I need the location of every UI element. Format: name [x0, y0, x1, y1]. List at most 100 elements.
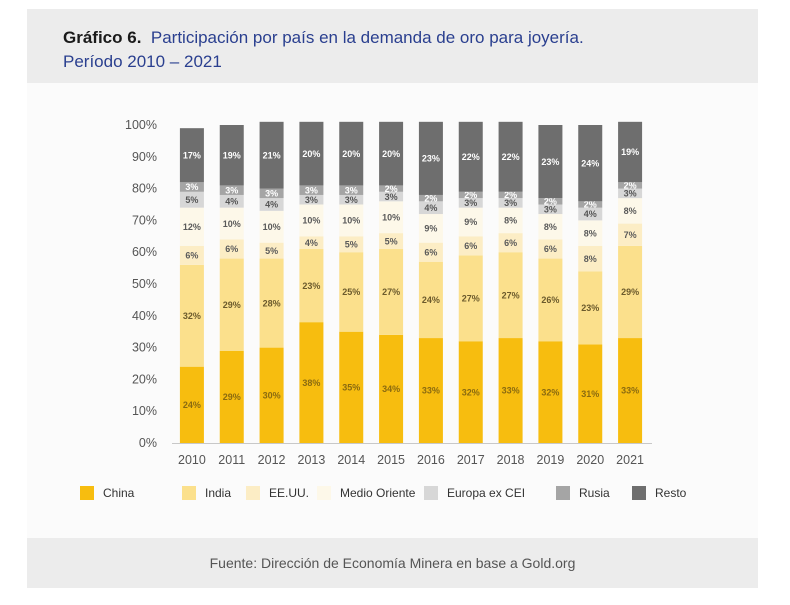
data-label: 32% [462, 387, 480, 397]
data-label: 8% [584, 228, 597, 238]
bar-segment-rusia [259, 188, 284, 199]
bar-segment-europa-ex-cei [219, 194, 244, 208]
bar-segment-rusia [339, 185, 364, 195]
bar-segment-resto [379, 121, 404, 186]
data-label: 6% [225, 244, 238, 254]
y-tick-label: 60% [132, 245, 157, 259]
legend-label: EE.UU. [269, 486, 310, 500]
bar-segment-china [219, 350, 244, 443]
data-label: 2% [504, 190, 517, 200]
bar-segment-china [339, 331, 364, 443]
legend-item: China [80, 486, 134, 500]
x-tick-label: 2012 [258, 453, 286, 467]
data-label: 8% [624, 206, 637, 216]
legend-swatch [424, 486, 438, 500]
bar-segment-china [498, 338, 523, 443]
bar-segment-ee-uu- [379, 233, 404, 250]
bar-segment-resto [299, 121, 324, 186]
data-label: 20% [342, 149, 360, 159]
bar-segment-china [458, 341, 483, 443]
data-label: 3% [185, 182, 198, 192]
data-label: 3% [544, 204, 557, 214]
data-label: 3% [345, 195, 358, 205]
bar-segment-india [538, 258, 563, 342]
data-label: 22% [462, 152, 480, 162]
data-label: 10% [382, 212, 400, 222]
legend-swatch [556, 486, 570, 500]
legend-swatch [632, 486, 646, 500]
legend-label: Medio Oriente [340, 486, 416, 500]
data-label: 2% [584, 200, 597, 210]
y-tick-label: 10% [132, 404, 157, 418]
bar-segment-china [418, 338, 443, 443]
bar-segment-ee-uu- [339, 236, 364, 253]
legend-label: China [103, 486, 135, 500]
legend-label: Rusia [579, 486, 610, 500]
data-label: 4% [265, 200, 278, 210]
legend-label: Europa ex CEI [447, 486, 526, 500]
data-label: 19% [223, 150, 241, 160]
bar-segment-europa-ex-cei [379, 191, 404, 202]
legend-item: EE.UU. [246, 486, 309, 500]
data-label: 19% [621, 147, 639, 157]
data-label: 3% [225, 185, 238, 195]
chart-title-number: Gráfico 6. [63, 28, 142, 47]
data-label: 8% [544, 222, 557, 232]
bar-segment-india [219, 258, 244, 351]
bar-segment-medio-oriente [339, 204, 364, 237]
bar-segment-china [538, 341, 563, 443]
bar-segment-ee-uu- [538, 239, 563, 259]
data-label: 6% [464, 241, 477, 251]
data-label: 22% [502, 152, 520, 162]
bar-segment-rusia [179, 182, 204, 192]
data-label: 31% [581, 389, 599, 399]
bar-segment-europa-ex-cei [498, 198, 523, 208]
data-label: 23% [581, 303, 599, 313]
x-tick-label: 2010 [178, 453, 206, 467]
bar-segment-china [299, 322, 324, 443]
source-note: Fuente: Dirección de Economía Minera en … [209, 555, 576, 571]
bar-segment-rusia [578, 201, 603, 208]
data-label: 3% [345, 185, 358, 195]
data-label: 29% [621, 287, 639, 297]
bar-segment-ee-uu- [179, 245, 204, 265]
y-tick-label: 50% [132, 277, 157, 291]
bar-segment-rusia [618, 182, 643, 189]
bar-segment-resto [219, 125, 244, 186]
bar-segment-rusia [538, 198, 563, 205]
bar-segment-ee-uu- [219, 239, 244, 259]
y-tick-label: 0% [139, 436, 157, 450]
data-label: 5% [345, 239, 358, 249]
data-label: 5% [385, 236, 398, 246]
data-label: 20% [302, 149, 320, 159]
bar-segment-ee-uu- [299, 236, 324, 250]
data-label: 29% [223, 392, 241, 402]
bar-segment-rusia [379, 185, 404, 192]
bar-segment-rusia [458, 191, 483, 199]
data-label: 38% [302, 378, 320, 388]
legend-item: Resto [632, 486, 686, 500]
data-label: 35% [342, 383, 360, 393]
data-label: 2% [624, 181, 637, 191]
bar-segment-ee-uu- [259, 242, 284, 259]
legend-label: India [205, 486, 232, 500]
bar-segment-medio-oriente [418, 214, 443, 243]
x-tick-label: 2013 [298, 453, 326, 467]
data-label: 12% [183, 222, 201, 232]
bar-segment-ee-uu- [418, 242, 443, 262]
data-label: 7% [624, 230, 637, 240]
bar-segment-india [578, 271, 603, 345]
data-label: 17% [183, 150, 201, 160]
bar-segment-rusia [418, 194, 443, 202]
legend-swatch [246, 486, 260, 500]
bar-segment-medio-oriente [538, 214, 563, 240]
data-label: 2% [424, 193, 437, 203]
bar-segment-ee-uu- [578, 245, 603, 272]
data-label: 4% [424, 203, 437, 213]
legend-label: Resto [655, 486, 687, 500]
data-label: 21% [263, 150, 281, 160]
bar-segment-ee-uu- [498, 233, 523, 253]
data-label: 23% [302, 281, 320, 291]
bar-segment-medio-oriente [498, 207, 523, 234]
